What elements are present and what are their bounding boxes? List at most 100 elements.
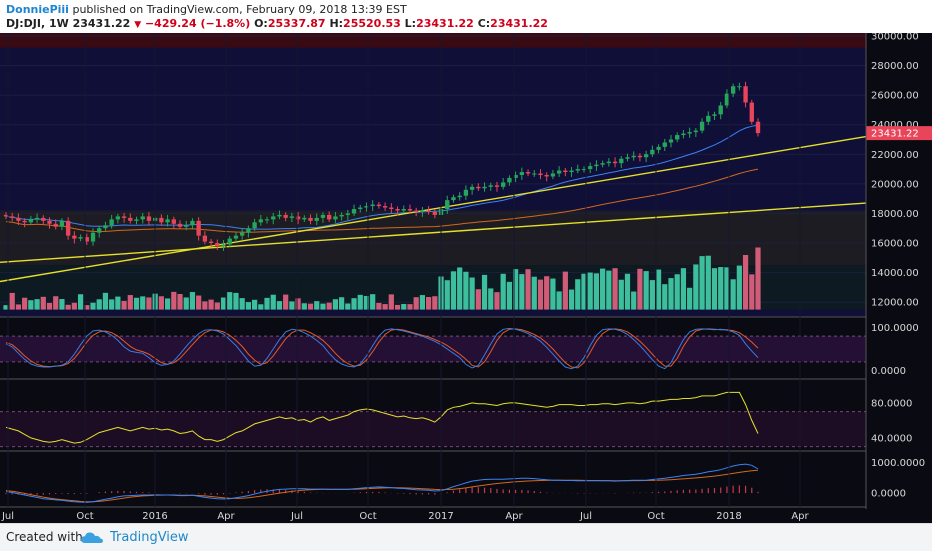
candle-body xyxy=(252,222,257,229)
candle-body xyxy=(476,186,481,189)
chart-header: DonniePiii published on TradingView.com,… xyxy=(0,0,932,33)
candle-body xyxy=(699,121,705,131)
macd-line xyxy=(5,463,759,503)
volume-bar xyxy=(469,277,475,310)
volume-bar xyxy=(202,301,208,310)
footer: Created with TradingView xyxy=(0,523,932,551)
stochastic-pane[interactable]: 100.0000 0.0000 xyxy=(0,323,919,380)
time-tick-label: 2016 xyxy=(142,511,167,522)
candle-body xyxy=(47,220,52,224)
candle-body xyxy=(59,220,65,227)
time-tick-label: Oct xyxy=(647,511,664,522)
candle-body xyxy=(519,172,525,175)
indicator-band xyxy=(0,336,866,362)
volume-bar xyxy=(600,268,606,310)
candle-body xyxy=(358,207,363,210)
high-value: 25520.53 xyxy=(343,17,401,30)
candle-body xyxy=(637,155,643,158)
rsi-pane[interactable]: 80.0000 40.0000 xyxy=(0,391,912,452)
candle-body xyxy=(550,173,556,177)
candle-body xyxy=(718,105,723,115)
macd-pane[interactable]: 1000.0000 0.0000 xyxy=(0,458,925,508)
price-tick-label: 14000.00 xyxy=(871,268,919,279)
volume-bar xyxy=(718,267,724,310)
candle-body xyxy=(320,214,326,218)
ma-slow-line xyxy=(5,168,759,233)
candle-body xyxy=(706,115,711,122)
publish-line: DonniePiii published on TradingView.com,… xyxy=(6,3,407,16)
price-tick-label: 20000.00 xyxy=(871,179,919,190)
volume-bar xyxy=(146,297,152,310)
candle-body xyxy=(563,170,568,173)
time-tick-label: Apr xyxy=(791,511,809,522)
candle-body xyxy=(146,216,152,221)
volume-bar xyxy=(22,297,28,310)
candle-body xyxy=(271,216,276,220)
candle-body xyxy=(227,238,232,245)
price-pane[interactable]: 30000.00 28000.00 26000.00 24000.00 22000.00… xyxy=(0,33,932,318)
candle-body xyxy=(693,130,699,133)
candle-body xyxy=(749,102,754,122)
volume-bar xyxy=(258,304,264,310)
volume-bar xyxy=(562,271,568,310)
candle-body xyxy=(264,219,270,221)
candle-body xyxy=(84,237,89,242)
volume-bar xyxy=(494,292,500,310)
time-axis: Jul Oct 2016 Apr Jul Oct 2017 Apr Jul Oct 2018 Apr xyxy=(1,33,867,522)
volume-bar xyxy=(568,289,575,310)
candle-body xyxy=(525,172,531,174)
volume-bar xyxy=(227,292,233,310)
candle-body xyxy=(295,216,301,220)
volume-bar xyxy=(742,255,749,310)
indicator-band xyxy=(0,411,866,447)
candle-body xyxy=(78,237,83,239)
volume-bar xyxy=(96,299,102,310)
volume-bar xyxy=(164,298,171,310)
candle-body xyxy=(389,207,394,210)
candle-body xyxy=(314,217,319,221)
volume-bar xyxy=(457,267,463,310)
candle-body xyxy=(544,175,549,177)
candle-body xyxy=(215,243,220,246)
tradingview-brand[interactable]: TradingView xyxy=(110,530,189,545)
volume-bar xyxy=(283,294,289,310)
candle-body xyxy=(364,206,369,208)
price-tick-label: 18000.00 xyxy=(871,209,919,220)
price-tick-label: 16000.00 xyxy=(871,239,919,250)
candle-body xyxy=(724,93,730,106)
volume-bar xyxy=(171,291,177,310)
candle-body xyxy=(289,216,295,218)
candle-body xyxy=(345,213,350,215)
indicator-tick-label: 1000.0000 xyxy=(871,458,925,469)
candle-body xyxy=(22,220,27,223)
candle-body xyxy=(426,210,431,212)
volume-bar xyxy=(84,305,90,310)
indicator-tick-label: 40.0000 xyxy=(871,433,912,444)
time-tick-label: Jul xyxy=(290,511,303,522)
time-tick-label: 2018 xyxy=(716,511,741,522)
price-tick-label: 24000.00 xyxy=(871,120,919,131)
volume-bar xyxy=(245,302,251,310)
time-tick-label: Oct xyxy=(359,511,376,522)
volume-bar xyxy=(432,296,438,310)
candle-body xyxy=(208,241,214,244)
candle-body xyxy=(326,214,332,220)
price-tick-label: 12000.00 xyxy=(871,298,919,309)
candle-body xyxy=(277,214,282,217)
author-link[interactable]: DonniePiii xyxy=(6,3,69,16)
volume-bar xyxy=(649,280,655,310)
volume-bar xyxy=(513,269,519,310)
candle-body xyxy=(382,206,388,208)
volume-bar xyxy=(475,289,481,310)
chart-canvas[interactable]: 30000.00 28000.00 26000.00 24000.00 22000.00… xyxy=(0,33,932,523)
candle-body xyxy=(451,197,456,201)
tradingview-cloud-icon xyxy=(81,532,103,543)
candle-body xyxy=(445,200,450,210)
volume-bar xyxy=(426,297,432,310)
candle-body xyxy=(420,210,425,212)
volume-bar xyxy=(40,296,46,310)
volume-bar xyxy=(655,269,662,310)
candle-body xyxy=(121,216,127,218)
volume-bar xyxy=(730,279,736,310)
volume-bar xyxy=(481,274,488,310)
